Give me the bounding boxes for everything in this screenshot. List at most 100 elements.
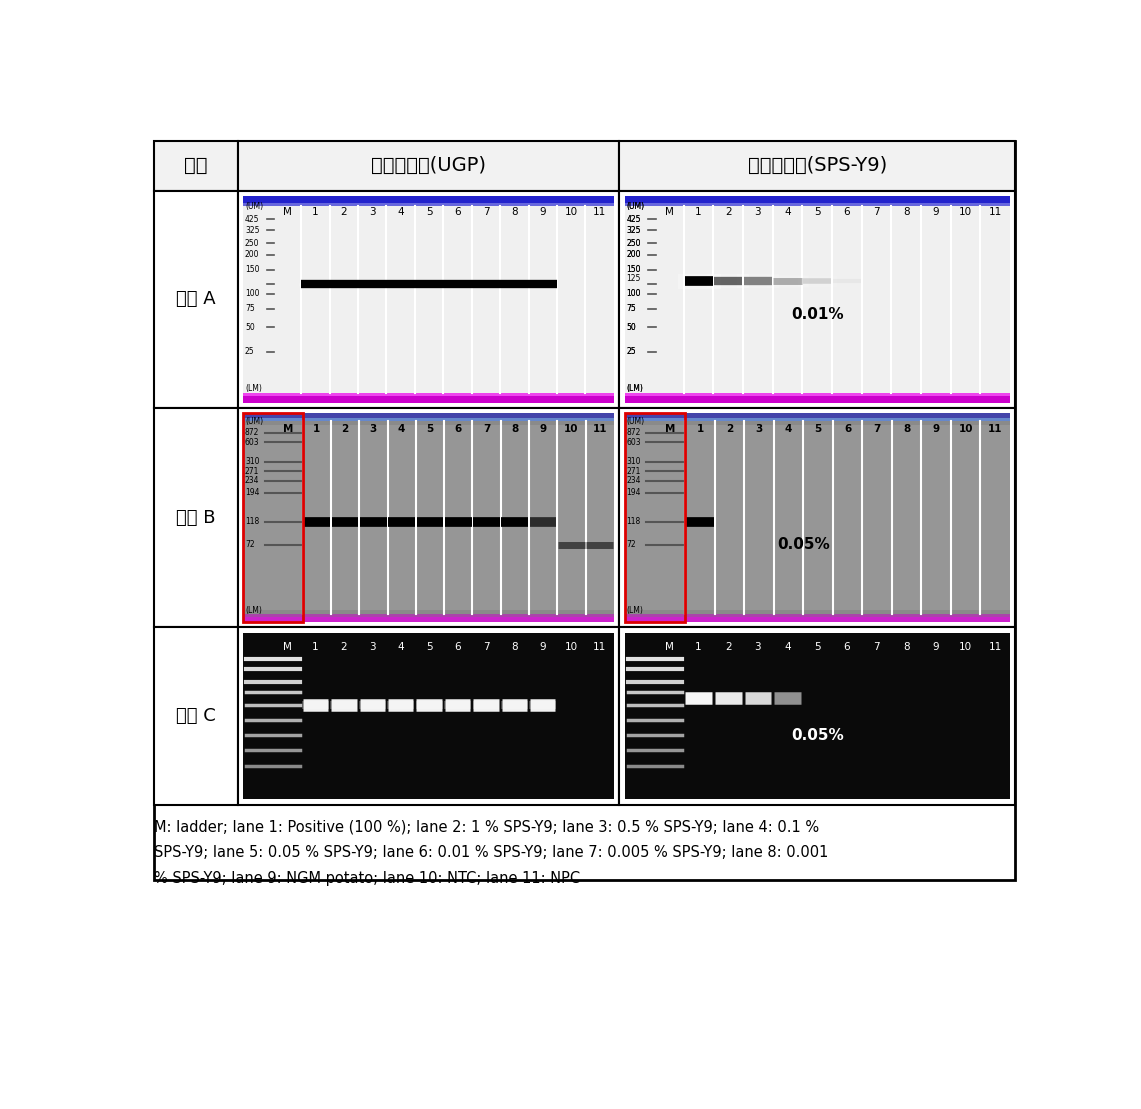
Text: 4: 4 <box>784 206 791 216</box>
Bar <box>238 628 620 804</box>
Text: 872: 872 <box>626 428 640 437</box>
Text: 118: 118 <box>626 517 640 526</box>
Text: 75: 75 <box>626 304 636 313</box>
Text: 8: 8 <box>903 206 909 216</box>
Text: 1: 1 <box>696 424 704 434</box>
Bar <box>359 701 386 709</box>
Text: 4: 4 <box>397 206 404 216</box>
Text: 25: 25 <box>245 347 254 356</box>
Text: 4: 4 <box>785 424 792 434</box>
Bar <box>154 191 238 408</box>
Text: 50: 50 <box>626 323 636 332</box>
Text: 603: 603 <box>245 438 259 447</box>
Bar <box>624 414 1010 622</box>
Bar <box>624 396 1010 403</box>
Text: 425: 425 <box>626 215 641 224</box>
Text: 3: 3 <box>755 424 762 434</box>
Bar <box>243 618 614 622</box>
Text: 250: 250 <box>626 240 641 248</box>
Text: 1: 1 <box>313 642 318 652</box>
Text: 3: 3 <box>754 642 761 652</box>
Bar <box>624 618 1010 622</box>
Text: 325: 325 <box>626 226 641 235</box>
Text: 2: 2 <box>725 206 731 216</box>
Text: 100: 100 <box>626 289 641 298</box>
Bar <box>243 414 302 622</box>
Text: 150: 150 <box>626 265 641 274</box>
Bar <box>331 701 357 709</box>
Text: 1: 1 <box>313 206 318 216</box>
Text: 200: 200 <box>245 251 259 260</box>
Bar <box>529 701 556 709</box>
Text: 9: 9 <box>932 424 940 434</box>
Text: 7: 7 <box>873 642 880 652</box>
Text: 234: 234 <box>626 477 641 486</box>
Text: 기관 A: 기관 A <box>177 291 216 308</box>
Text: 75: 75 <box>626 304 636 313</box>
Text: (LM): (LM) <box>626 385 644 394</box>
Text: M: M <box>664 206 673 216</box>
Bar <box>624 206 645 393</box>
Text: 8: 8 <box>511 642 518 652</box>
Text: 9: 9 <box>932 642 939 652</box>
Bar <box>154 408 238 628</box>
Bar <box>624 418 1010 421</box>
Bar <box>620 141 1015 191</box>
Text: 250: 250 <box>626 240 641 248</box>
Text: 10: 10 <box>564 424 578 434</box>
Text: 1: 1 <box>313 424 321 434</box>
Text: 118: 118 <box>245 517 259 526</box>
Text: 200: 200 <box>626 251 641 260</box>
Text: 10: 10 <box>958 424 973 434</box>
Text: 0.01%: 0.01% <box>791 307 843 322</box>
Text: 기관: 기관 <box>185 156 208 175</box>
Text: 11: 11 <box>988 642 1002 652</box>
Bar <box>154 141 1015 879</box>
Bar <box>243 196 614 403</box>
Bar <box>472 701 500 709</box>
Text: 기관 C: 기관 C <box>176 706 216 725</box>
Text: 9: 9 <box>540 206 547 216</box>
Text: 10: 10 <box>958 642 972 652</box>
Text: 194: 194 <box>245 488 259 497</box>
Text: 6: 6 <box>454 642 461 652</box>
Text: 11: 11 <box>593 642 606 652</box>
Text: M: M <box>283 206 291 216</box>
Bar <box>620 628 1015 804</box>
Text: 8: 8 <box>511 206 518 216</box>
Bar <box>501 701 528 709</box>
Text: 0.05%: 0.05% <box>777 537 830 552</box>
Bar <box>243 614 614 618</box>
Text: 25: 25 <box>626 347 636 356</box>
Bar <box>620 191 1015 408</box>
Text: 325: 325 <box>626 226 641 235</box>
Text: 872: 872 <box>245 428 259 437</box>
Text: 7: 7 <box>873 206 880 216</box>
Text: (UM): (UM) <box>245 202 264 211</box>
Text: (UM): (UM) <box>626 417 645 426</box>
Text: 10: 10 <box>565 206 577 216</box>
Text: 3: 3 <box>370 424 377 434</box>
Text: M: M <box>283 424 293 434</box>
Bar <box>154 141 238 191</box>
Text: (LM): (LM) <box>245 385 261 394</box>
Bar <box>624 393 1010 396</box>
Text: 11: 11 <box>593 206 606 216</box>
Text: 9: 9 <box>932 206 939 216</box>
Bar <box>243 414 614 418</box>
Bar <box>243 425 614 610</box>
Bar <box>243 196 614 203</box>
Bar <box>624 414 686 622</box>
Bar <box>302 701 329 709</box>
Text: 내재유전자(UGP): 내재유전자(UGP) <box>371 156 486 175</box>
Text: 구조유전자(SPS-Y9): 구조유전자(SPS-Y9) <box>747 156 887 175</box>
Text: 7: 7 <box>483 642 489 652</box>
Text: 150: 150 <box>245 265 259 274</box>
Text: 325: 325 <box>245 226 259 235</box>
Text: (UM): (UM) <box>626 202 645 211</box>
Bar <box>624 196 1010 403</box>
Text: 125: 125 <box>626 274 640 284</box>
Text: 7: 7 <box>483 206 489 216</box>
Text: 271: 271 <box>245 467 259 476</box>
Bar <box>624 425 1010 610</box>
